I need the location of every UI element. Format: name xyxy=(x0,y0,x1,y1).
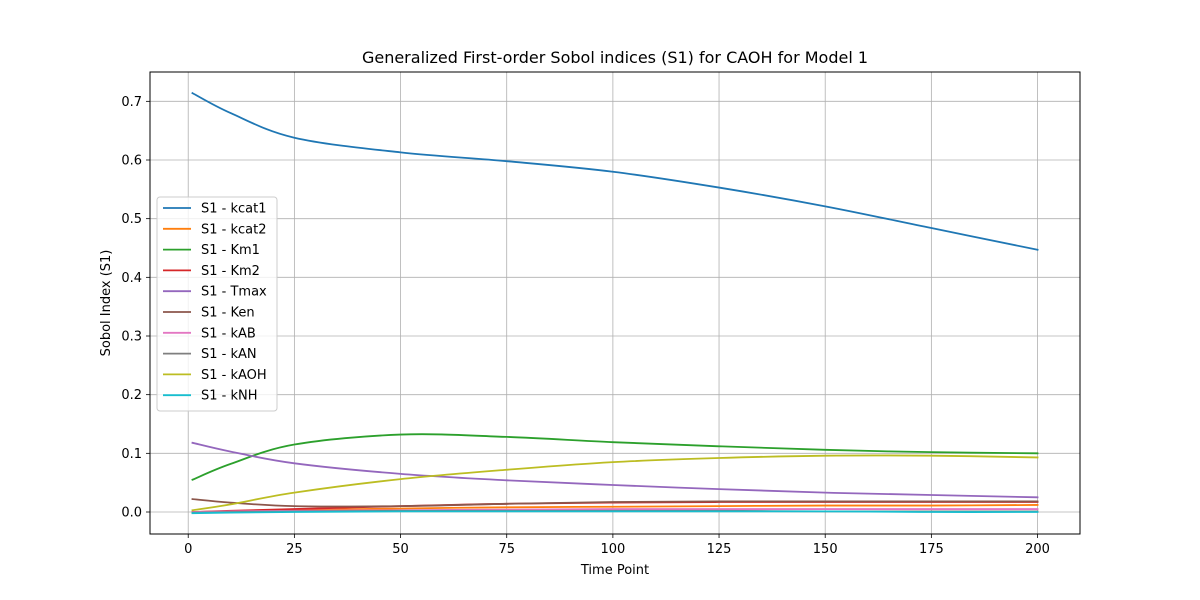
legend-label-kan: S1 - kAN xyxy=(201,347,257,362)
legend-label-tmax: S1 - Tmax xyxy=(201,285,267,300)
series-layer xyxy=(191,91,1039,515)
x-tick-label: 200 xyxy=(1025,542,1050,557)
series-line-tmax xyxy=(191,441,1039,499)
series-line-ken xyxy=(191,498,1039,508)
series-line-km1 xyxy=(191,433,1039,481)
series-line-kaoh xyxy=(191,454,1039,512)
y-tick-label: 0.7 xyxy=(121,95,142,110)
y-tick-label: 0.2 xyxy=(121,388,142,403)
x-axis-label: Time Point xyxy=(580,563,649,578)
x-tick-label: 175 xyxy=(919,542,944,557)
y-tick-label: 0.0 xyxy=(121,506,142,521)
legend-label-km1: S1 - Km1 xyxy=(201,243,260,258)
y-tick-label: 0.6 xyxy=(121,154,142,169)
x-tick-label: 50 xyxy=(392,542,409,557)
legend-label-kab: S1 - kAB xyxy=(201,326,256,341)
x-tick-label: 150 xyxy=(813,542,838,557)
y-tick-label: 0.3 xyxy=(121,330,142,345)
y-axis-label: Sobol Index (S1) xyxy=(99,250,114,357)
y-tick-label: 0.1 xyxy=(121,447,142,462)
y-tick-label: 0.4 xyxy=(121,271,142,286)
y-tick-label: 0.5 xyxy=(121,212,142,227)
chart-title: Generalized First-order Sobol indices (S… xyxy=(362,48,868,67)
series-line-knh xyxy=(191,510,1039,515)
x-tick-label: 25 xyxy=(286,542,303,557)
legend-label-kcat2: S1 - kcat2 xyxy=(201,222,267,237)
legend: S1 - kcat1 S1 - kcat2 S1 - Km1 S1 - Km2 S1 -… xyxy=(156,196,278,412)
legend-label-ken: S1 - Ken xyxy=(201,306,255,321)
legend-label-knh: S1 - kNH xyxy=(201,389,258,404)
x-tick-label: 0 xyxy=(184,542,192,557)
ticks: 0 25 50 75 100 125 150 175 200 0.0 0.1 0.2 0.3 0.4 0.5… xyxy=(121,95,1050,557)
legend-label-km2: S1 - Km2 xyxy=(201,264,260,279)
x-tick-label: 100 xyxy=(600,542,625,557)
legend-label-kaoh: S1 - kAOH xyxy=(201,368,267,383)
x-tick-label: 75 xyxy=(498,542,515,557)
legend-label-kcat1: S1 - kcat1 xyxy=(201,202,267,217)
series-line-kcat1 xyxy=(191,91,1039,251)
x-tick-label: 125 xyxy=(707,542,732,557)
plot-frame xyxy=(149,71,1081,535)
